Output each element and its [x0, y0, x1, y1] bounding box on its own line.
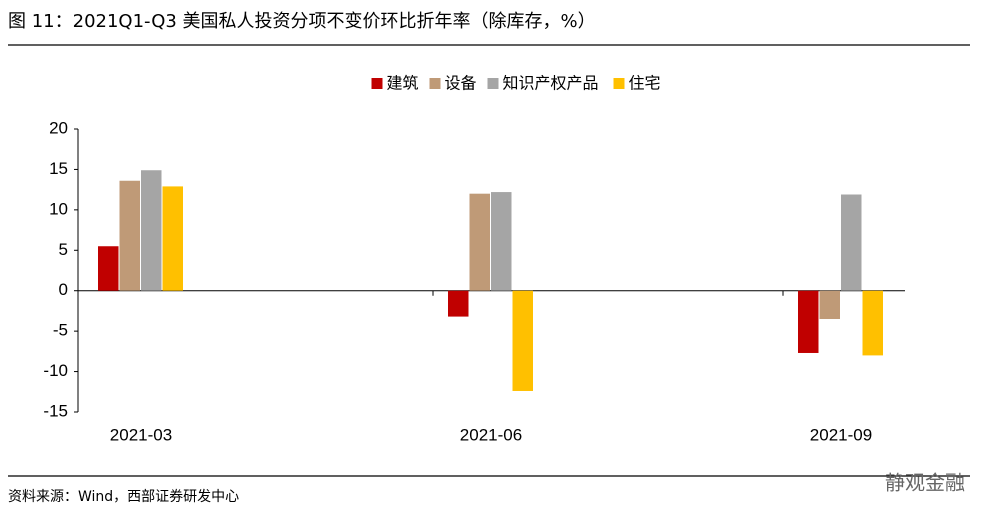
- bar: [841, 194, 862, 291]
- y-tick-label: -15: [43, 401, 68, 420]
- source: 资料来源：Wind，西部证券研发中心: [8, 489, 239, 505]
- bar: [862, 290, 883, 356]
- y-tick-label: -10: [43, 361, 68, 380]
- legend-swatch: [487, 78, 499, 89]
- bar: [819, 290, 840, 320]
- x-tick-label: 2021-09: [810, 425, 872, 444]
- bar: [469, 193, 490, 291]
- bar: [98, 246, 119, 291]
- watermark: 静观金融: [885, 471, 965, 495]
- bar: [448, 290, 469, 317]
- legend-swatch: [613, 78, 625, 89]
- bar: [119, 180, 140, 291]
- y-tick-label: 20: [49, 118, 68, 137]
- y-tick-label: 0: [59, 280, 68, 299]
- x-tick-label: 2021-03: [110, 425, 172, 444]
- legend: 建筑 设备 知识产权产品 住宅: [371, 74, 661, 93]
- x-tick-label: 2021-06: [460, 425, 522, 444]
- bar: [798, 290, 819, 353]
- bar: [512, 290, 533, 391]
- legend-label: 建筑: [387, 74, 419, 93]
- bar: [162, 186, 183, 291]
- legend-label: 知识产权产品: [503, 74, 599, 93]
- bar: [141, 170, 162, 291]
- y-tick-label: -5: [53, 321, 68, 340]
- legend-swatch: [371, 78, 383, 89]
- legend-label: 住宅: [629, 74, 661, 93]
- legend-label: 设备: [445, 74, 477, 93]
- bar: [491, 192, 512, 291]
- y-tick-label: 15: [49, 159, 68, 178]
- y-tick-label: 5: [59, 240, 68, 259]
- legend-swatch: [429, 78, 441, 89]
- chart-title: 图 11：2021Q1-Q3 美国私人投资分项不变价环比折年率（除库存，%）: [8, 11, 596, 32]
- y-tick-label: 10: [49, 199, 68, 218]
